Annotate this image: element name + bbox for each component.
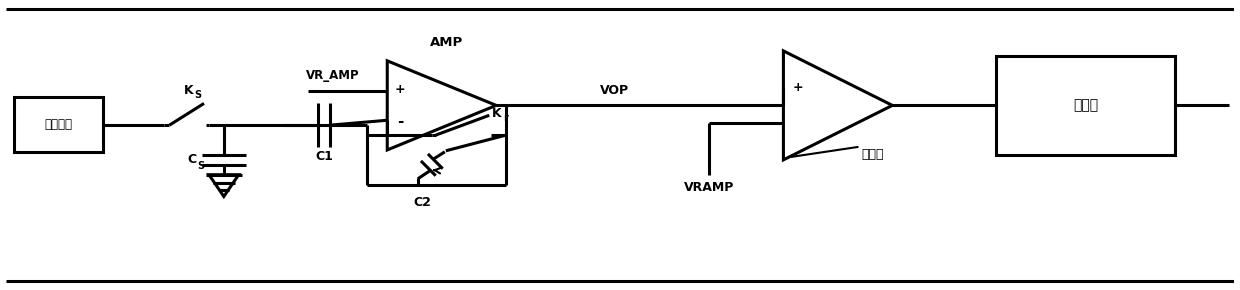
- Text: VRAMP: VRAMP: [684, 181, 734, 194]
- Text: VOP: VOP: [600, 84, 630, 97]
- Text: 输入信号: 输入信号: [45, 118, 72, 131]
- Text: +: +: [394, 83, 405, 96]
- Text: S: S: [195, 90, 202, 100]
- Text: VR_AMP: VR_AMP: [306, 69, 360, 82]
- Bar: [997, 56, 1174, 155]
- Text: +: +: [792, 81, 804, 94]
- Text: r: r: [502, 113, 507, 123]
- Text: 比较器: 比较器: [862, 148, 884, 162]
- Bar: [14, 97, 103, 152]
- Text: K: K: [185, 84, 193, 97]
- Text: AMP: AMP: [430, 37, 464, 50]
- Text: 计数器: 计数器: [1073, 98, 1099, 113]
- Text: -: -: [397, 114, 403, 129]
- Text: C1: C1: [315, 151, 332, 163]
- Text: C2: C2: [413, 196, 430, 209]
- Text: K: K: [491, 107, 501, 120]
- Text: C: C: [187, 153, 197, 166]
- Text: S: S: [197, 161, 205, 171]
